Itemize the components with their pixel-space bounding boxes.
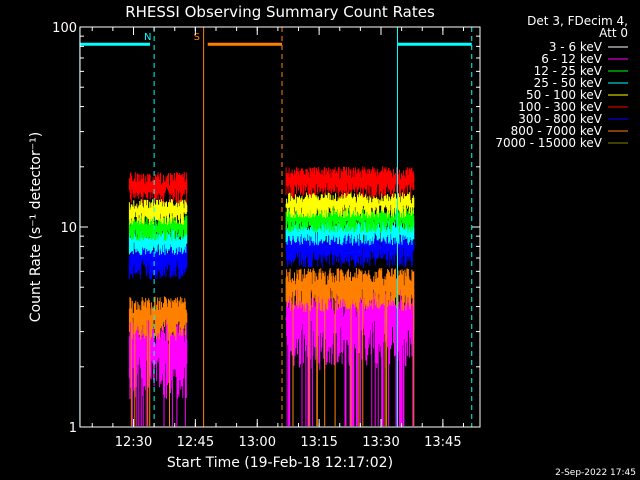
series-band-100-300-keV [285, 166, 415, 199]
legend-label: 12 - 25 keV [534, 64, 603, 78]
series-band-12-25-keV [285, 206, 415, 233]
legend-label: 25 - 50 keV [534, 76, 603, 90]
annotation-label-N: N [144, 32, 151, 43]
series-band-800-7000-keV [128, 296, 188, 427]
y-axis-label: Count Rate (s⁻¹ detector⁻¹) [28, 132, 44, 322]
chart-title: RHESSI Observing Summary Count Rates [125, 3, 435, 21]
series-band-25-50-keV [128, 229, 188, 256]
series-band-100-300-keV [128, 172, 188, 204]
timestamp: 2-Sep-2022 17:45 [555, 468, 636, 478]
x-tick-label: 12:45 [177, 435, 214, 450]
legend-label: 50 - 100 keV [526, 88, 603, 102]
legend-label: 100 - 300 keV [518, 100, 602, 114]
x-tick-label: 12:30 [115, 435, 152, 450]
legend-label: 300 - 800 keV [518, 112, 602, 126]
legend-label: 7000 - 15000 keV [495, 136, 602, 150]
x-tick-label: 13:15 [300, 435, 337, 450]
legend-label: 800 - 7000 keV [511, 124, 603, 138]
legend-header-line2: Att 0 [599, 26, 628, 40]
legend-label: 3 - 6 keV [549, 40, 603, 54]
series-band-50-100-keV [285, 192, 415, 219]
legend-label: 6 - 12 keV [541, 52, 603, 66]
y-tick-label: 100 [52, 21, 77, 36]
annotation-label-S: S [194, 32, 200, 43]
series-band-50-100-keV [128, 199, 188, 226]
x-tick-label: 13:00 [239, 435, 276, 450]
x-tick-label: 13:45 [424, 435, 461, 450]
x-axis-label: Start Time (19-Feb-18 12:17:02) [167, 455, 393, 471]
series-band-800-7000-keV [285, 268, 415, 427]
legend-header-line1: Det 3, FDecim 4, [527, 14, 628, 28]
y-tick-label: 10 [60, 221, 77, 236]
y-tick-label: 1 [69, 421, 77, 436]
x-tick-label: 13:30 [362, 435, 399, 450]
